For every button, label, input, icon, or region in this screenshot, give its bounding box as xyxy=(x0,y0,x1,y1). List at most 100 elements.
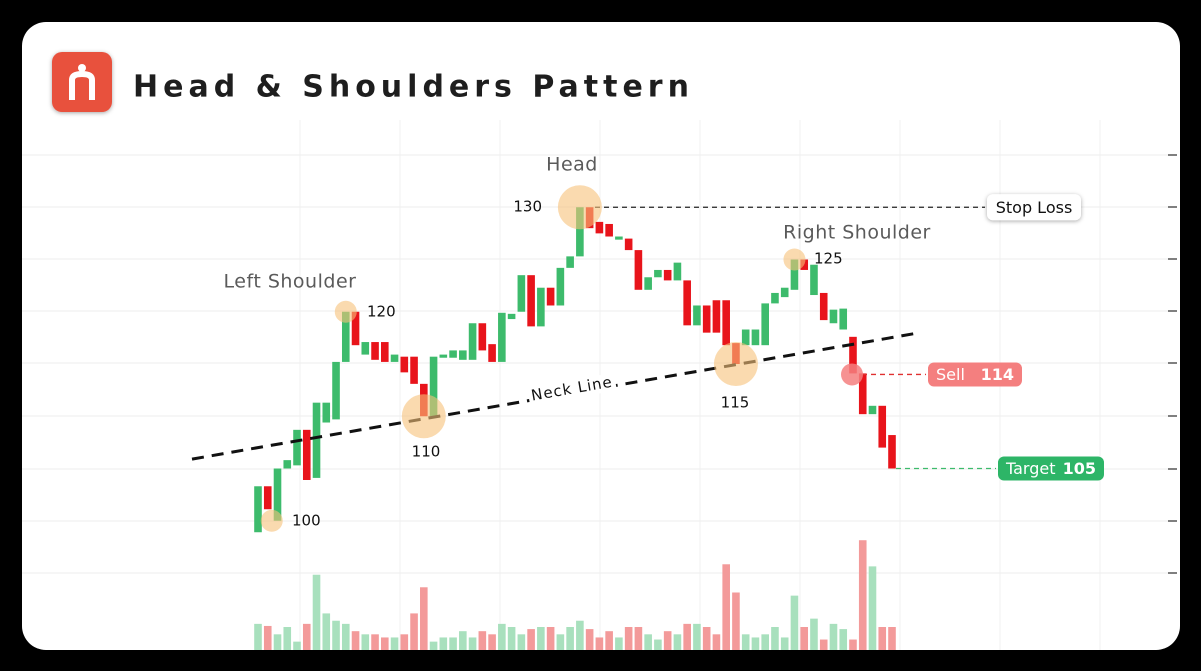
volume-bar xyxy=(302,623,311,650)
candle-body xyxy=(302,429,311,480)
trough-marker xyxy=(713,342,758,386)
volume-bar xyxy=(829,623,838,650)
candle-body xyxy=(654,269,662,278)
candle-body xyxy=(888,435,896,469)
volume-bar xyxy=(673,634,682,650)
volume-bar xyxy=(449,637,457,650)
candle-body xyxy=(751,329,760,346)
candle-body xyxy=(839,308,848,330)
chart-title: Head & Shoulders Pattern xyxy=(133,70,694,105)
candle-body xyxy=(624,238,633,251)
volume-bar xyxy=(254,623,262,650)
candle-body xyxy=(351,311,360,346)
candle-body xyxy=(293,429,301,466)
candle-body xyxy=(722,300,730,346)
volume-bar xyxy=(702,627,711,650)
candle-body xyxy=(517,275,526,312)
candle-body xyxy=(712,300,721,333)
candle-body xyxy=(410,356,418,384)
candle-body xyxy=(702,305,711,333)
peak-value: 130 xyxy=(513,198,542,216)
candle-body xyxy=(283,460,292,469)
candle-body xyxy=(858,373,867,415)
volume-bar xyxy=(741,634,750,650)
level-box xyxy=(928,362,1022,387)
volume-bar xyxy=(693,623,701,650)
volume-bar xyxy=(478,631,487,650)
peak-marker xyxy=(557,185,602,230)
candle-body xyxy=(878,405,887,448)
logo xyxy=(52,52,112,112)
volume-bar xyxy=(400,634,409,650)
volume-bar xyxy=(263,625,272,650)
peak-marker xyxy=(334,300,357,323)
trough-marker xyxy=(401,394,446,439)
volume-bar xyxy=(507,627,516,650)
volume-bar xyxy=(332,620,340,650)
volume-bar xyxy=(468,637,477,650)
candle-body xyxy=(663,269,672,281)
volume-bar xyxy=(381,637,389,650)
volume-bar xyxy=(761,634,769,650)
volume-bar xyxy=(858,540,867,650)
volume-bar xyxy=(556,634,565,650)
candle-body xyxy=(381,342,389,362)
candle-body xyxy=(800,259,809,270)
candle-body xyxy=(459,350,467,360)
trough-value: 100 xyxy=(292,512,321,530)
candle-body xyxy=(556,267,565,306)
volume-bar xyxy=(888,627,896,650)
volume-bar xyxy=(390,637,399,650)
volume-bar xyxy=(800,627,809,650)
volume-bar xyxy=(878,627,887,650)
level-label: Target xyxy=(1005,459,1056,478)
volume-bar xyxy=(751,637,760,650)
volume-bar xyxy=(819,639,828,650)
trough-value: 115 xyxy=(721,394,750,412)
candle-body xyxy=(341,311,350,362)
candle-body xyxy=(468,323,477,360)
candle-body xyxy=(332,361,340,420)
trough-value: 110 xyxy=(412,443,441,461)
candle-body xyxy=(273,468,282,521)
peak-marker xyxy=(783,248,806,271)
candle-body xyxy=(390,354,399,362)
volume-bar xyxy=(273,634,282,650)
candle-body xyxy=(312,402,321,478)
candle-body xyxy=(673,262,682,281)
volume-bar xyxy=(537,627,545,650)
candle-body xyxy=(361,342,370,355)
candle-body xyxy=(810,264,818,296)
volume-bar xyxy=(683,623,691,650)
volume-bar xyxy=(663,631,672,650)
candle-body xyxy=(741,329,750,346)
candle-body xyxy=(595,221,604,234)
volume-bar xyxy=(722,564,730,650)
level-label: Sell xyxy=(936,365,965,384)
volume-bar xyxy=(654,639,662,650)
volume-bar xyxy=(868,566,877,650)
volume-bar xyxy=(527,629,535,650)
candle-body xyxy=(488,344,496,362)
volume-bar xyxy=(439,637,448,650)
level-value: 114 xyxy=(981,365,1014,384)
volume-bar xyxy=(585,629,594,650)
volume-bar xyxy=(361,634,370,650)
candle-body xyxy=(849,336,857,374)
volume-bar xyxy=(546,627,555,650)
volume-bar xyxy=(595,637,604,650)
candle-body xyxy=(683,280,691,326)
volume-bar xyxy=(839,629,848,650)
card xyxy=(22,22,1180,650)
volume-bar xyxy=(849,639,857,650)
candle-body xyxy=(780,287,789,298)
volume-bar xyxy=(410,613,418,650)
axis-ticks xyxy=(1168,154,1177,574)
volume-bar xyxy=(420,587,428,650)
candle-body xyxy=(449,350,457,358)
candle-body xyxy=(439,354,448,358)
volume-bar xyxy=(322,613,331,650)
candle-body xyxy=(693,305,701,326)
